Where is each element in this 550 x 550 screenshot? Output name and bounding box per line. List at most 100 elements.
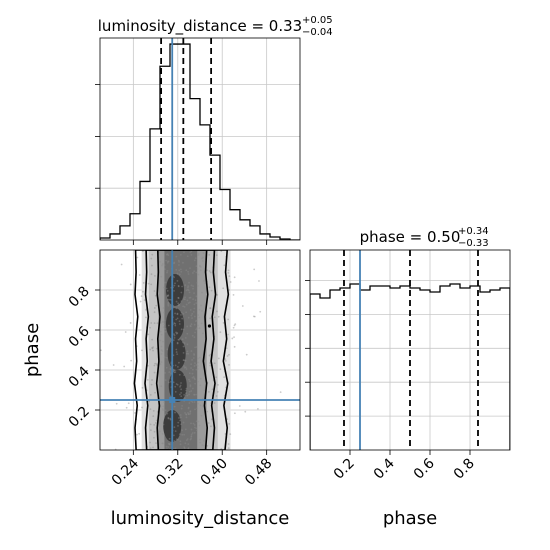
bl-scatter-point — [201, 257, 203, 260]
bl-scatter-point — [159, 321, 162, 324]
bl-scatter-point — [167, 304, 170, 307]
bl-scatter-point — [193, 270, 196, 273]
bl-scatter-point — [197, 254, 200, 257]
joint-scatter-panel: 0.24 0.32 0.40 0.48 0.2 0.4 0.6 0.8 luminosity_… — [22, 249, 301, 529]
bl-scatter-point — [196, 327, 198, 329]
bl-scatter-point — [190, 437, 193, 440]
bl-scatter-point — [151, 347, 154, 350]
bl-scatter-point — [152, 415, 155, 418]
bl-scatter-point — [149, 326, 151, 329]
bl-scatter-point — [151, 379, 153, 381]
bl-scatter-point — [199, 265, 201, 268]
bl-scatter-point — [173, 336, 176, 339]
bl-scatter-point — [207, 422, 210, 424]
bl-scatter-point — [193, 307, 196, 310]
bl-scatter-point — [160, 361, 163, 364]
bl-scatter-point — [232, 326, 235, 329]
bl-scatter-point — [208, 354, 211, 357]
bl-scatter-point — [183, 394, 186, 396]
bl-scatter-point — [163, 286, 165, 289]
bl-scatter-point — [197, 402, 200, 405]
bl-scatter-point — [183, 433, 186, 436]
bl-scatter-point — [187, 285, 190, 288]
bl-scatter-point — [222, 287, 225, 290]
bl-scatter-point — [173, 262, 175, 265]
bl-scatter-point — [188, 296, 191, 299]
bl-scatter-point — [194, 331, 196, 334]
bl-scatter-point — [187, 413, 190, 415]
bl-scatter-point — [160, 385, 163, 388]
bl-scatter-point — [182, 345, 185, 348]
bl-scatter-point — [154, 362, 157, 365]
bl-scatter-point — [162, 409, 165, 411]
br-title-sup: +0.34 — [458, 226, 489, 237]
bl-scatter-point — [188, 390, 191, 393]
bl-scatter-point — [193, 303, 196, 306]
bl-scatter-point — [188, 413, 190, 416]
bl-scatter-point — [188, 380, 191, 383]
bl-scatter-point — [185, 416, 188, 419]
bl-scatter-point — [182, 328, 185, 331]
bl-scatter-point — [191, 312, 194, 315]
bl-scatter-point — [178, 361, 180, 364]
bl-scatter-point — [180, 291, 183, 294]
bl-scatter-point — [194, 299, 197, 302]
bl-scatter-point — [165, 287, 168, 290]
bl-scatter-point — [145, 308, 147, 311]
bl-scatter-point — [166, 271, 168, 274]
bl-scatter-point — [197, 361, 200, 364]
bl-scatter-point — [173, 434, 175, 437]
bl-scatter-point — [165, 253, 168, 256]
bl-scatter-point — [175, 255, 178, 258]
bl-scatter-point — [179, 268, 182, 271]
bl-scatter-point — [168, 371, 171, 374]
bl-scatter-point — [154, 422, 157, 424]
br-xlabel: phase — [383, 508, 437, 529]
bl-scatter-point — [213, 316, 216, 319]
bl-scatter-point — [194, 257, 197, 260]
bl-scatter-point — [190, 350, 193, 352]
bl-scatter-point — [81, 400, 83, 402]
bl-scatter-point — [229, 281, 232, 283]
bl-scatter-point — [138, 274, 141, 276]
bl-scatter-point — [152, 349, 154, 352]
bl-scatter-point — [213, 402, 216, 404]
bl-scatter-point — [168, 298, 171, 301]
bl-scatter-point — [210, 418, 213, 421]
bl-scatter-point — [178, 323, 181, 325]
bl-scatter-point — [177, 438, 179, 441]
bl-contour-dot — [207, 324, 212, 328]
bl-scatter-point — [225, 347, 228, 350]
bl-scatter-point — [159, 430, 161, 433]
bl-scatter-point — [179, 393, 181, 396]
bl-scatter-point — [188, 402, 191, 404]
bl-scatter-point — [147, 282, 150, 285]
bl-scatter-point — [175, 438, 178, 441]
bl-scatter-point — [185, 352, 188, 355]
bl-scatter-point — [151, 253, 154, 256]
bl-scatter-point — [136, 433, 138, 436]
bl-scatter-point — [189, 251, 192, 254]
bl-scatter-point — [215, 395, 218, 397]
bl-scatter-point — [173, 261, 176, 264]
bl-scatter-point — [150, 383, 153, 386]
bl-scatter-point — [174, 385, 177, 388]
bl-scatter-point — [182, 359, 185, 361]
bl-scatter-point — [183, 397, 186, 400]
bl-scatter-point — [180, 328, 183, 331]
bl-scatter-point — [195, 364, 198, 366]
bl-scatter-point — [189, 385, 192, 388]
bl-scatter-point — [195, 393, 197, 396]
bl-scatter-point — [209, 353, 212, 356]
bl-scatter-point — [152, 346, 155, 349]
bl-scatter-point — [173, 276, 175, 279]
bl-scatter-point — [173, 290, 175, 292]
bl-scatter-point — [201, 310, 203, 312]
bl-scatter-point — [234, 323, 237, 326]
bl-scatter-point — [186, 288, 189, 291]
bl-scatter-point — [184, 428, 187, 431]
bl-scatter-point — [182, 305, 185, 308]
bl-scatter-point — [175, 383, 178, 385]
br-ticks: 0.2 0.4 0.6 0.8 — [305, 280, 478, 483]
bl-scatter-point — [175, 331, 177, 334]
